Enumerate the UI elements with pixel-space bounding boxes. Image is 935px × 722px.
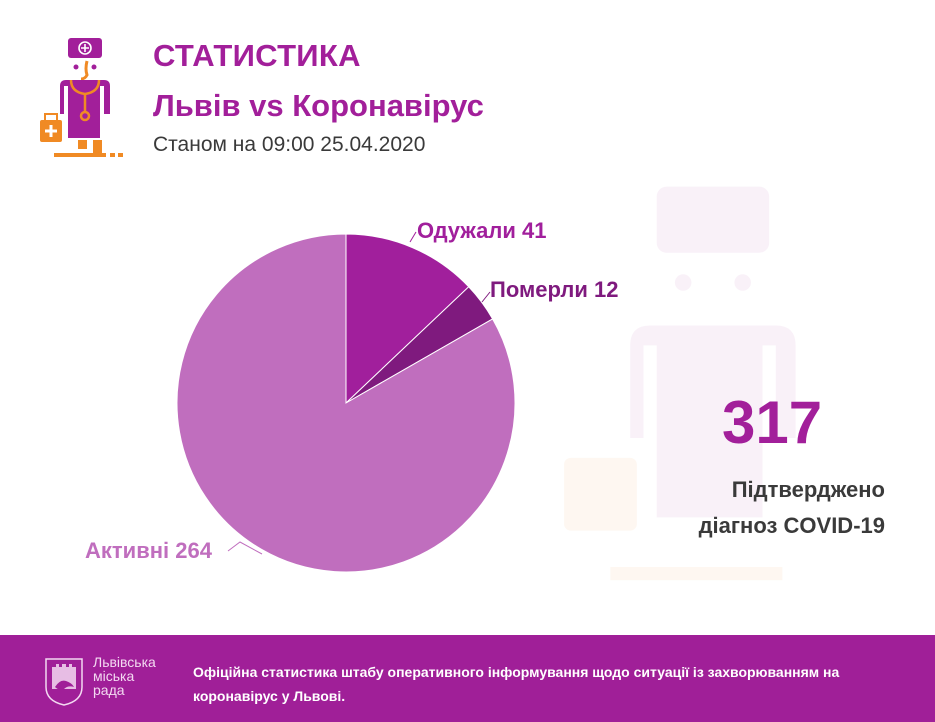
footer-text: Офіційна статистика штабу оперативного і… xyxy=(193,660,893,708)
date-stamp: Станом на 09:00 25.04.2020 xyxy=(153,133,426,156)
total-cases: 317 xyxy=(722,389,823,456)
leader-line-recovered xyxy=(409,231,417,243)
total-caption: Підтверджено діагноз COVID-19 xyxy=(660,472,885,544)
total-caption-line1: Підтверджено xyxy=(731,477,885,502)
leader-line-active xyxy=(227,541,263,555)
doctor-icon xyxy=(40,38,123,157)
page-title: СТАТИСТИКА xyxy=(153,38,361,73)
slice-label-recovered: Одужали 41 xyxy=(417,218,547,243)
lviv-coat-of-arms-icon xyxy=(45,658,83,706)
city-council-name: Львівська міська рада xyxy=(93,655,156,697)
slice-label-died: Померли 12 xyxy=(490,277,619,302)
slice-label-active: Активні 264 xyxy=(85,538,212,563)
pie-slice-2 xyxy=(176,233,516,573)
footer-text-line2: коронавірус у Львові. xyxy=(193,688,346,704)
pie-chart xyxy=(176,231,516,573)
footer-text-line1: Офіційна статистика штабу оперативного і… xyxy=(193,664,840,680)
council-line2: міська xyxy=(93,668,135,684)
doctor-watermark-icon xyxy=(564,186,796,581)
pie-slice-0 xyxy=(345,233,470,405)
footer: Львівська міська рада Офіційна статистик… xyxy=(0,635,935,722)
page-subtitle: Львів vs Коронавірус xyxy=(153,88,484,123)
council-line1: Львівська xyxy=(93,654,156,670)
pie-slices xyxy=(176,233,516,573)
total-caption-line2: діагноз COVID-19 xyxy=(698,513,885,538)
council-line3: рада xyxy=(93,682,125,698)
leader-line-died xyxy=(481,291,491,303)
